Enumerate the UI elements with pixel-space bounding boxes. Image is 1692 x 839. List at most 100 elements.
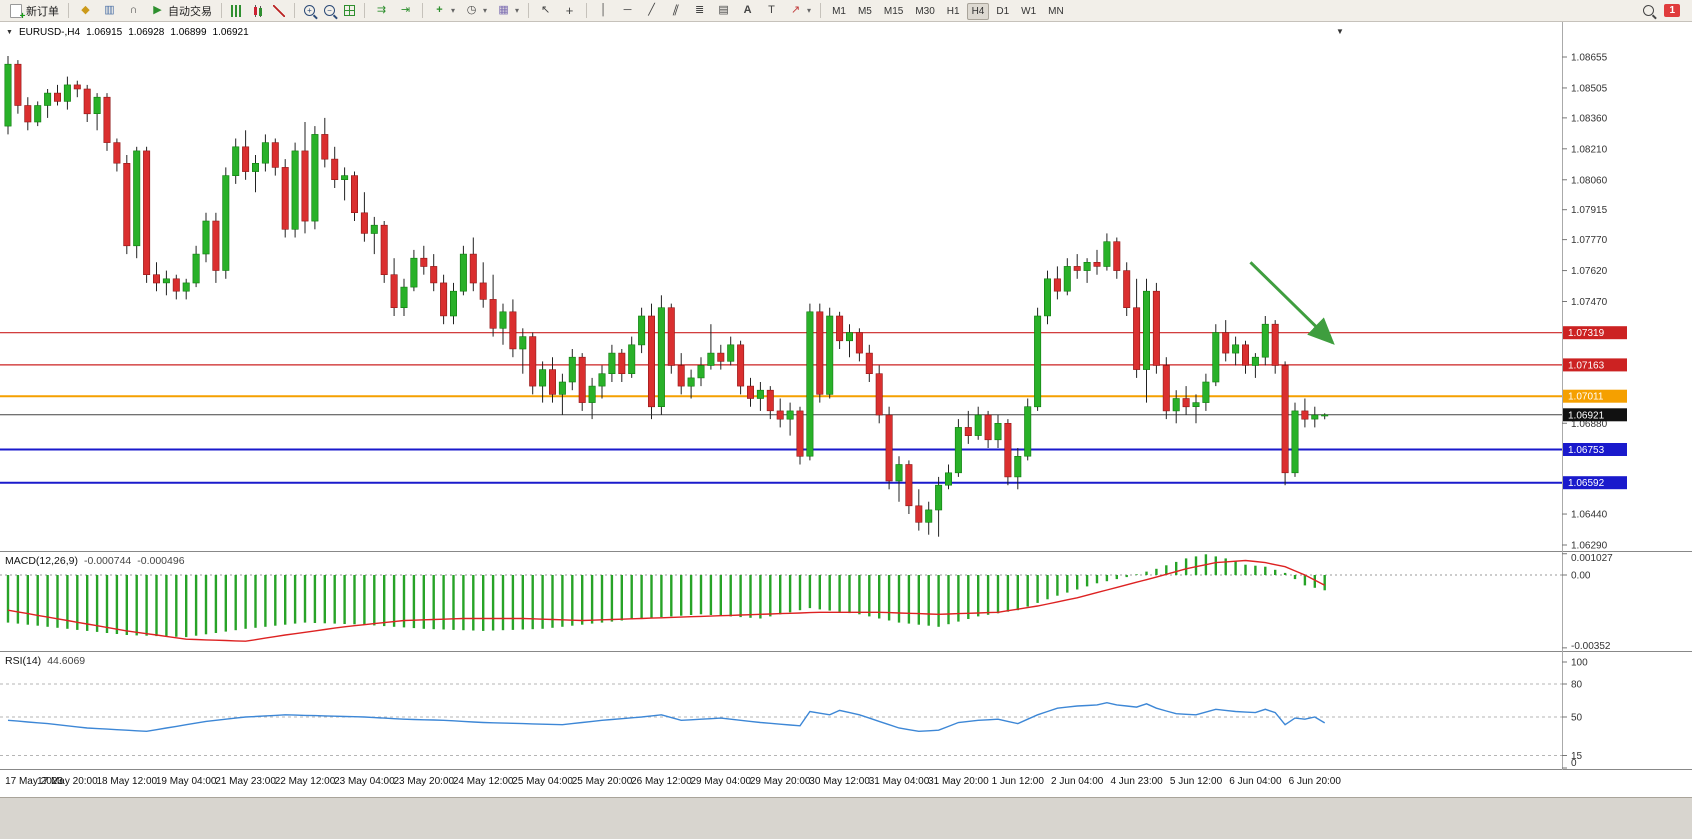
- candlestick-chart-button[interactable]: [248, 1, 268, 20]
- toolbox-icon: ◆: [81, 4, 90, 16]
- price-tick-label: 1.07470: [1571, 297, 1608, 308]
- fibonacci-button[interactable]: ≣: [688, 1, 711, 20]
- timeframe-group: M1 M5 M15 M30 H1 H4 D1 W1 MN: [826, 1, 1070, 20]
- vertical-line-button[interactable]: │: [592, 1, 615, 20]
- rsi-axis-label: 80: [1571, 680, 1583, 691]
- timeframe-h4[interactable]: H4: [966, 3, 990, 20]
- periods-button[interactable]: ◷ ▾: [460, 1, 491, 20]
- trendline-button[interactable]: ╱: [640, 1, 663, 20]
- new-order-button[interactable]: 新订单: [4, 1, 63, 22]
- rsi-axis-label: 50: [1571, 713, 1583, 724]
- autotrading-label: 自动交易: [168, 5, 212, 18]
- shapes-button[interactable]: ▤: [712, 1, 735, 20]
- time-axis-label: 25 May 04:00: [512, 776, 573, 787]
- price-scale[interactable]: 1.08655 1.08505 1.08360 1.08210 1.08060 1.079…: [1562, 53, 1627, 552]
- rsi-axis-label: 0: [1571, 758, 1577, 769]
- templates-button[interactable]: ▦ ▾: [492, 1, 523, 20]
- auto-scroll-button[interactable]: ⇉: [370, 1, 393, 20]
- timeframe-w1[interactable]: W1: [1021, 6, 1037, 17]
- price-tick-label: 1.08060: [1571, 175, 1608, 186]
- price-tick-label: 1.06290: [1571, 541, 1608, 552]
- chart-collapse-icon[interactable]: ▼: [1336, 27, 1344, 36]
- time-axis-label: 24 May 12:00: [452, 776, 514, 787]
- bar-chart-icon: [231, 4, 243, 17]
- price-tag: [1563, 443, 1627, 456]
- toolbox-button[interactable]: ◆: [74, 1, 97, 20]
- time-axis-label: 23 May 04:00: [334, 776, 395, 787]
- text-icon: A: [743, 4, 752, 16]
- main-chart[interactable]: 1.08655 1.08505 1.08360 1.08210 1.08060 1.079…: [0, 22, 1692, 552]
- price-tick-label: 1.08505: [1571, 84, 1608, 95]
- bar-chart-button[interactable]: [227, 1, 247, 20]
- line-chart-button[interactable]: [269, 1, 289, 20]
- play-icon: ▶: [153, 4, 162, 16]
- price-tag: [1563, 476, 1627, 490]
- time-axis-label: 29 May 04:00: [690, 776, 752, 787]
- toolbar-separator: [294, 3, 295, 18]
- time-axis-label: 6 Jun 20:00: [1288, 776, 1341, 787]
- indicators-button[interactable]: + ▾: [428, 1, 459, 20]
- cursor-button[interactable]: ↖: [534, 1, 557, 20]
- tile-windows-button[interactable]: [340, 1, 359, 20]
- price-tag: [1563, 358, 1627, 372]
- data-window-icon: ▥: [104, 4, 115, 16]
- time-axis-label: 31 May 20:00: [928, 776, 989, 787]
- price-tag-label: 1.06921: [1568, 410, 1605, 421]
- chart-shift-button[interactable]: ⇥: [394, 1, 417, 20]
- timeframe-d1[interactable]: D1: [996, 6, 1010, 17]
- price-tag: [1563, 408, 1627, 422]
- price-tag-label: 1.06592: [1568, 478, 1605, 489]
- window-bottom-strip: [0, 797, 1692, 839]
- headphones-icon: ∩: [129, 4, 138, 16]
- data-window-button[interactable]: ▥: [98, 1, 121, 20]
- template-icon: ▦: [498, 4, 509, 16]
- arrows-button[interactable]: ↗ ▾: [784, 1, 815, 20]
- price-tag-label: 1.07163: [1568, 360, 1605, 371]
- toolbar-right-group: 1: [1639, 1, 1688, 20]
- chart-window[interactable]: 1.08655 1.08505 1.08360 1.08210 1.08060 1.079…: [0, 22, 1692, 552]
- zoom-out-button[interactable]: −: [320, 1, 339, 20]
- notification-badge[interactable]: 1: [1664, 4, 1680, 17]
- time-axis-label: 1 Jun 12:00: [991, 776, 1044, 787]
- macd-panel[interactable]: 0.001027 0.00 -0.00352 MACD(12,26,9) -0.00…: [0, 552, 1692, 652]
- macd-signal-line: [7, 559, 1326, 642]
- toolbar-separator: [221, 3, 222, 18]
- label-button[interactable]: T: [760, 1, 783, 20]
- trend-arrow[interactable]: [1249, 261, 1335, 345]
- chevron-down-icon: ▾: [483, 6, 488, 15]
- macd-histogram: [6, 554, 1326, 638]
- hlines-layer: [0, 332, 1562, 484]
- trendline-icon: ╱: [648, 4, 655, 16]
- rsi-axis-label: 100: [1571, 658, 1588, 669]
- channel-button[interactable]: ∥: [664, 1, 687, 20]
- time-axis-label: 2 Jun 04:00: [1051, 776, 1104, 787]
- text-button[interactable]: A: [736, 1, 759, 20]
- macd-axis-label: -0.00352: [1571, 641, 1611, 652]
- time-axis[interactable]: 17 May 2023 17 May 20:00 18 May 12:00 19 Ma…: [0, 770, 1692, 797]
- crosshair-button[interactable]: +: [558, 1, 581, 20]
- time-axis-label: 4 Jun 23:00: [1110, 776, 1163, 787]
- timeframe-mn[interactable]: MN: [1048, 6, 1064, 17]
- zoom-in-button[interactable]: +: [300, 1, 319, 20]
- autotrading-button[interactable]: ▶ 自动交易: [146, 1, 216, 20]
- clock-icon: ◷: [466, 4, 477, 16]
- time-axis-label: 29 May 20:00: [749, 776, 811, 787]
- macd-chart[interactable]: 0.001027 0.00 -0.00352: [0, 552, 1692, 652]
- rsi-panel[interactable]: 100 80 50 15 0 RSI(14) 44.6069: [0, 652, 1692, 770]
- timeframe-h1[interactable]: H1: [946, 6, 960, 17]
- price-tick-label: 1.06880: [1571, 419, 1608, 430]
- search-button[interactable]: [1639, 1, 1658, 20]
- timeframe-m30[interactable]: M30: [915, 6, 935, 17]
- macd-axis-label: 0.001027: [1571, 553, 1613, 564]
- time-axis-label: 31 May 04:00: [868, 776, 930, 787]
- time-axis-label: 6 Jun 04:00: [1229, 776, 1282, 787]
- timeframe-m1[interactable]: M1: [832, 6, 846, 17]
- channel-icon: ∥: [671, 4, 681, 16]
- timeframe-m15[interactable]: M15: [883, 6, 904, 17]
- listen-button[interactable]: ∩: [122, 1, 145, 20]
- horizontal-line-button[interactable]: ─: [616, 1, 639, 20]
- rsi-chart[interactable]: 100 80 50 150: [0, 652, 1692, 770]
- price-tick-label: 1.08360: [1571, 113, 1608, 124]
- auto-scroll-icon: ⇉: [376, 4, 387, 16]
- timeframe-m5[interactable]: M5: [857, 6, 872, 17]
